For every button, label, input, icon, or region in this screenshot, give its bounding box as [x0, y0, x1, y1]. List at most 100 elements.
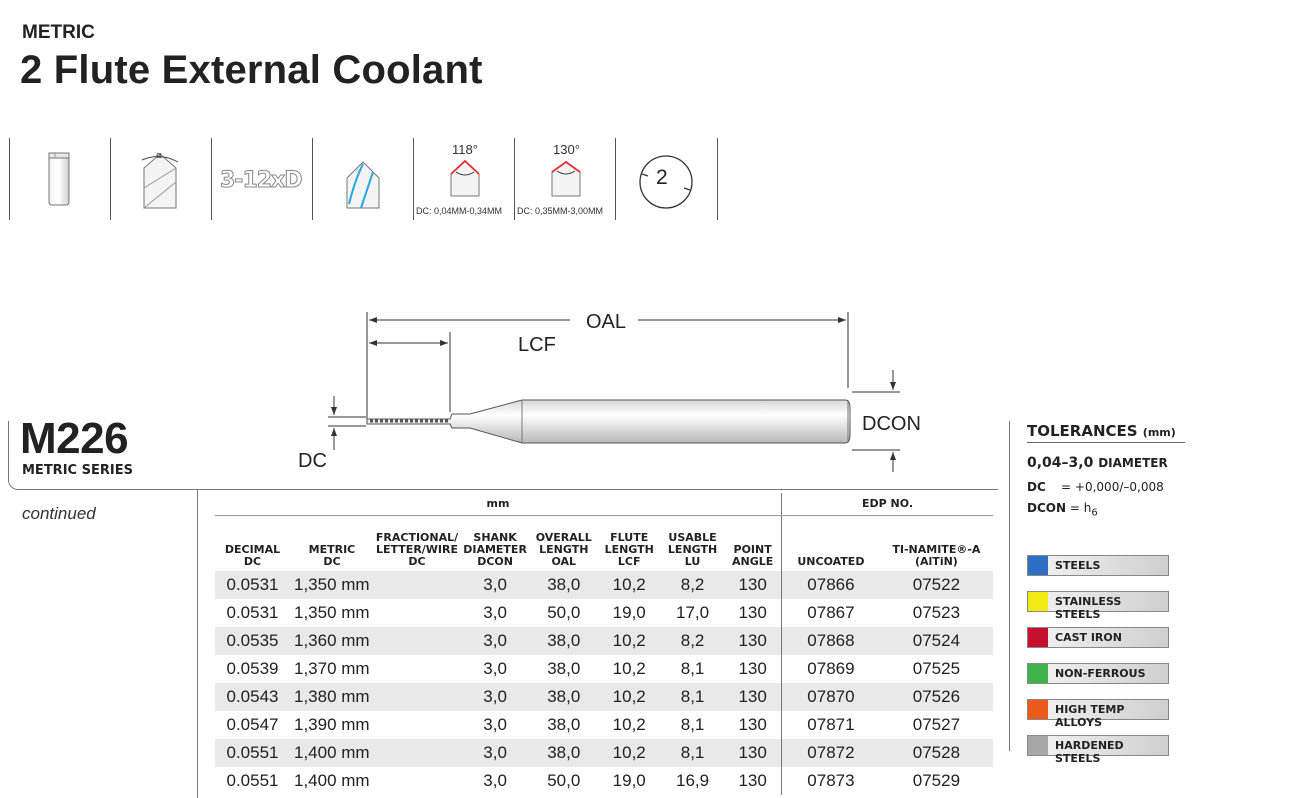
table-cell: 8,1: [680, 659, 705, 678]
icon-divider: [312, 138, 313, 220]
legend-item: STAINLESS STEELS: [1027, 591, 1169, 621]
table-cell: 38,0: [547, 715, 581, 734]
dimension-lcf-label: LCF: [518, 334, 556, 356]
table-cell: 130: [724, 627, 782, 655]
table-cell: 130: [738, 715, 767, 734]
table-cell: 0.0531: [215, 571, 290, 599]
legend-swatch: [1028, 556, 1048, 575]
column-header: SHANK DIAMETER DCON: [463, 531, 527, 568]
table-cell: 07867: [781, 599, 880, 627]
tolerance-dc-label: DC: [1027, 480, 1046, 494]
product-sku: M226: [20, 414, 129, 463]
table-row: 0.0547 1,390 mm 3,0 38,0 10,2 8,1 130 07871 0752…: [215, 711, 993, 739]
table-cell: [373, 739, 461, 767]
icon-divider: [211, 138, 212, 220]
table-cell: 1,380 mm: [290, 683, 374, 711]
tolerances-title: TOLERANCES (mm): [1027, 422, 1176, 440]
table-row: 0.0535 1,360 mm 3,0 38,0 10,2 8,2 130 07868 0752…: [215, 627, 993, 655]
tolerance-dcon-sub: 6: [1091, 507, 1098, 519]
table-cell: 8,1: [660, 683, 725, 711]
tolerances-range: 0,04–3,0 DIAMETER: [1027, 455, 1168, 471]
legend-swatch: [1028, 628, 1048, 647]
table-cell: 3,0: [483, 659, 507, 678]
column-header: OVERALL LENGTH OAL: [535, 531, 592, 568]
legend-swatch: [1028, 700, 1048, 719]
table-cell: 1,350 mm: [294, 603, 370, 622]
table-row: 0.0539 1,370 mm 3,0 38,0 10,2 8,1 130 07869 0752…: [215, 655, 993, 683]
table-cell: 0.0551: [215, 739, 290, 767]
table-cell: 130: [724, 571, 782, 599]
tolerances-range-label: DIAMETER: [1098, 456, 1168, 470]
table-cell: 10,2: [597, 683, 661, 711]
table-cell: 8,2: [660, 571, 725, 599]
table-cell: 38,0: [530, 683, 598, 711]
table-cell: 38,0: [530, 627, 598, 655]
table-cell: [374, 655, 460, 683]
icon-divider: [615, 138, 616, 220]
column-header: USABLE LENGTH LU: [667, 531, 718, 568]
table-cell: 07529: [912, 771, 961, 790]
table-cell: 38,0: [530, 571, 598, 599]
table-row: 0.0531 1,350 mm 3,0 50,0 19,0 17,0 130 07867 075…: [215, 599, 993, 627]
svg-text:α: α: [156, 151, 162, 161]
tolerance-dcon: DCON = h6: [1027, 501, 1098, 518]
legend-label: CAST IRON: [1055, 631, 1122, 644]
table-row: 0.0551 1,400 mm 3,0 38,0 10,2 8,1 130 07872 0752…: [215, 739, 993, 767]
table-cell: 38,0: [547, 659, 581, 678]
legend-item: STEELS: [1027, 555, 1169, 576]
table-cell: [373, 683, 461, 711]
icon-divider: [9, 138, 10, 220]
table-cell: 19,0: [612, 771, 646, 790]
table-cell: 07525: [912, 659, 961, 678]
table-cell: 0.0551: [226, 771, 279, 790]
table-left-rule: [197, 489, 198, 798]
table-cell: 07523: [912, 603, 961, 622]
group-header-mm: mm: [215, 493, 782, 516]
legend-swatch: [1028, 664, 1048, 683]
icon-divider: [110, 138, 111, 220]
table-cell: 10,2: [612, 715, 646, 734]
legend-label: STEELS: [1055, 559, 1101, 572]
tool-diagram: [328, 312, 900, 472]
table-cell: 07526: [879, 683, 993, 711]
table-top-rule: [198, 489, 998, 490]
depth-3-12xD-icon: 3-12xD: [220, 168, 304, 194]
column-header: FRACTIONAL/ LETTER/WIRE DC: [375, 531, 459, 568]
table-cell: 3,0: [483, 771, 507, 790]
table-cell: 10,2: [597, 571, 661, 599]
table-cell: 07870: [781, 683, 880, 711]
table-cell: 50,0: [547, 771, 581, 790]
point-angle-130-icon: [551, 160, 581, 197]
coolant-flute-icon: [346, 161, 380, 209]
table-cell: [373, 571, 461, 599]
column-header-row: DECIMAL DC METRIC DC FRACTIONAL/ LETTER/WI…: [215, 515, 993, 571]
table-cell: 0.0539: [226, 659, 279, 678]
table-cell: 10,2: [612, 659, 646, 678]
icon-divider: [514, 138, 515, 220]
table-cell: 8,1: [660, 739, 725, 767]
tolerances-unit: (mm): [1142, 426, 1176, 439]
table-cell: 0.0543: [215, 683, 290, 711]
legend-swatch: [1028, 592, 1048, 611]
table-cell: 3,0: [460, 683, 531, 711]
table-cell: 8,1: [680, 715, 705, 734]
table-cell: 07873: [781, 767, 880, 795]
table-row: 0.0543 1,380 mm 3,0 38,0 10,2 8,1 130 07870 0752…: [215, 683, 993, 711]
legend-label: NON-FERROUS: [1055, 667, 1146, 680]
point-angle-130-label: 130°: [553, 142, 580, 157]
table-cell: 130: [738, 771, 767, 790]
column-header: METRIC DC: [308, 543, 356, 568]
table-cell: 3,0: [460, 739, 531, 767]
page-title: 2 Flute External Coolant: [20, 48, 483, 92]
legend-label: STAINLESS STEELS: [1055, 595, 1122, 621]
table-cell: [373, 627, 461, 655]
page-subtitle: METRIC: [22, 22, 95, 43]
point-angle-130-caption: DC: 0,35MM-3,00MM: [517, 206, 604, 216]
tolerance-dc: DC = +0,000/–0,008: [1027, 480, 1164, 494]
point-angle-118-caption: DC: 0,04MM-0,34MM: [416, 206, 503, 216]
product-frame: [8, 421, 199, 490]
icon-divider: [413, 138, 414, 220]
product-series: METRIC SERIES: [22, 463, 133, 478]
table-cell: 0.0531: [226, 603, 279, 622]
table-cell: 3,0: [483, 603, 507, 622]
